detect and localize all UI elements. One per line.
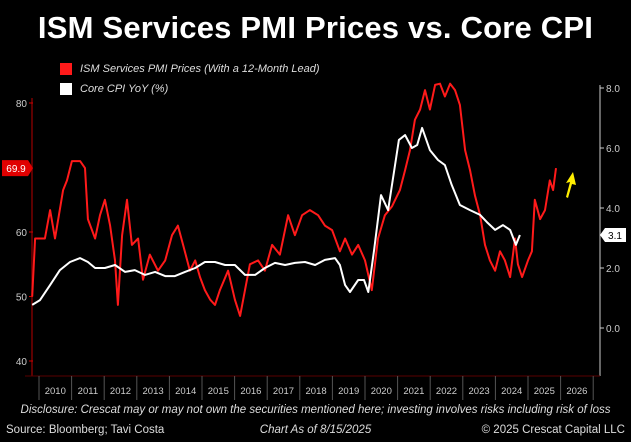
x-tick-label: 2021 — [403, 386, 424, 397]
left-tick-label: 80 — [16, 99, 28, 110]
right-last-value-label: 3.1 — [608, 231, 622, 242]
left-last-value-badge — [2, 160, 33, 177]
left-tick-label: 50 — [16, 293, 28, 304]
right-tick-label: 0.0 — [606, 324, 620, 335]
x-tick-label: 2017 — [273, 386, 294, 397]
legend-label-ism: ISM Services PMI Prices (With a 12-Month… — [80, 63, 320, 75]
x-tick-label: 2022 — [436, 386, 457, 397]
x-tick-label: 2026 — [566, 386, 587, 397]
series-line-core-cpi — [31, 126, 521, 306]
yellow-up-arrow-icon — [566, 172, 576, 198]
x-tick-label: 2014 — [175, 386, 196, 397]
legend-swatch-white — [60, 83, 72, 95]
right-tick-label: 2.0 — [606, 264, 620, 275]
x-tick-label: 2023 — [469, 386, 490, 397]
right-last-value-badge — [600, 228, 626, 242]
left-last-value-label: 69.9 — [6, 164, 26, 175]
legend-item-ism: ISM Services PMI Prices (With a 12-Month… — [60, 63, 320, 75]
x-tick-label: 2012 — [110, 386, 131, 397]
legend-swatch-red — [60, 63, 72, 75]
legend-item-cpi: Core CPI YoY (%) — [60, 83, 168, 95]
x-tick-label: 2011 — [78, 386, 98, 397]
series-line-ism-prices — [31, 82, 557, 317]
x-tick-label: 2024 — [501, 386, 522, 397]
x-tick-label: 2018 — [306, 386, 327, 397]
x-tick-label: 2019 — [338, 386, 359, 397]
chart-title: ISM Services PMI Prices vs. Core CPI — [37, 10, 594, 45]
x-tick-label: 2015 — [208, 386, 229, 397]
right-tick-label: 6.0 — [606, 144, 620, 155]
copyright-text: © 2025 Crescat Capital LLC — [481, 424, 625, 436]
disclosure-text: Disclosure: Crescat may or may not own t… — [20, 404, 611, 416]
right-tick-label: 8.0 — [606, 84, 620, 95]
legend-label-cpi: Core CPI YoY (%) — [80, 83, 169, 95]
x-tick-label: 2013 — [143, 386, 164, 397]
x-tick-label: 2016 — [240, 386, 261, 397]
x-tick-label: 2020 — [371, 386, 392, 397]
left-tick-label: 40 — [16, 357, 28, 368]
x-tick-label: 2010 — [45, 386, 66, 397]
right-tick-label: 4.0 — [606, 204, 620, 215]
left-tick-label: 60 — [16, 228, 28, 239]
source-text: Source: Bloomberg; Tavi Costa — [6, 424, 165, 436]
x-tick-label: 2025 — [534, 386, 555, 397]
chart-date-text: Chart As of 8/15/2025 — [259, 424, 372, 436]
